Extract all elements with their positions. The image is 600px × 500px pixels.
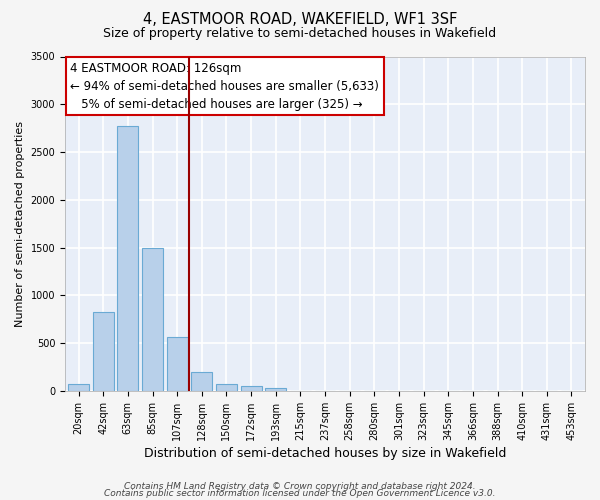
Bar	[142, 248, 163, 391]
Bar	[265, 388, 286, 391]
Text: Contains public sector information licensed under the Open Government Licence v3: Contains public sector information licen…	[104, 489, 496, 498]
Text: 4 EASTMOOR ROAD: 126sqm
← 94% of semi-detached houses are smaller (5,633)
   5% : 4 EASTMOOR ROAD: 126sqm ← 94% of semi-de…	[70, 62, 379, 110]
Bar	[241, 386, 262, 391]
Bar	[93, 312, 113, 391]
Bar	[216, 384, 237, 391]
Text: Contains HM Land Registry data © Crown copyright and database right 2024.: Contains HM Land Registry data © Crown c…	[124, 482, 476, 491]
Y-axis label: Number of semi-detached properties: Number of semi-detached properties	[15, 120, 25, 326]
X-axis label: Distribution of semi-detached houses by size in Wakefield: Distribution of semi-detached houses by …	[144, 447, 506, 460]
Bar	[167, 338, 188, 391]
Text: 4, EASTMOOR ROAD, WAKEFIELD, WF1 3SF: 4, EASTMOOR ROAD, WAKEFIELD, WF1 3SF	[143, 12, 457, 28]
Bar	[68, 384, 89, 391]
Bar	[118, 126, 139, 391]
Bar	[191, 372, 212, 391]
Text: Size of property relative to semi-detached houses in Wakefield: Size of property relative to semi-detach…	[103, 28, 497, 40]
